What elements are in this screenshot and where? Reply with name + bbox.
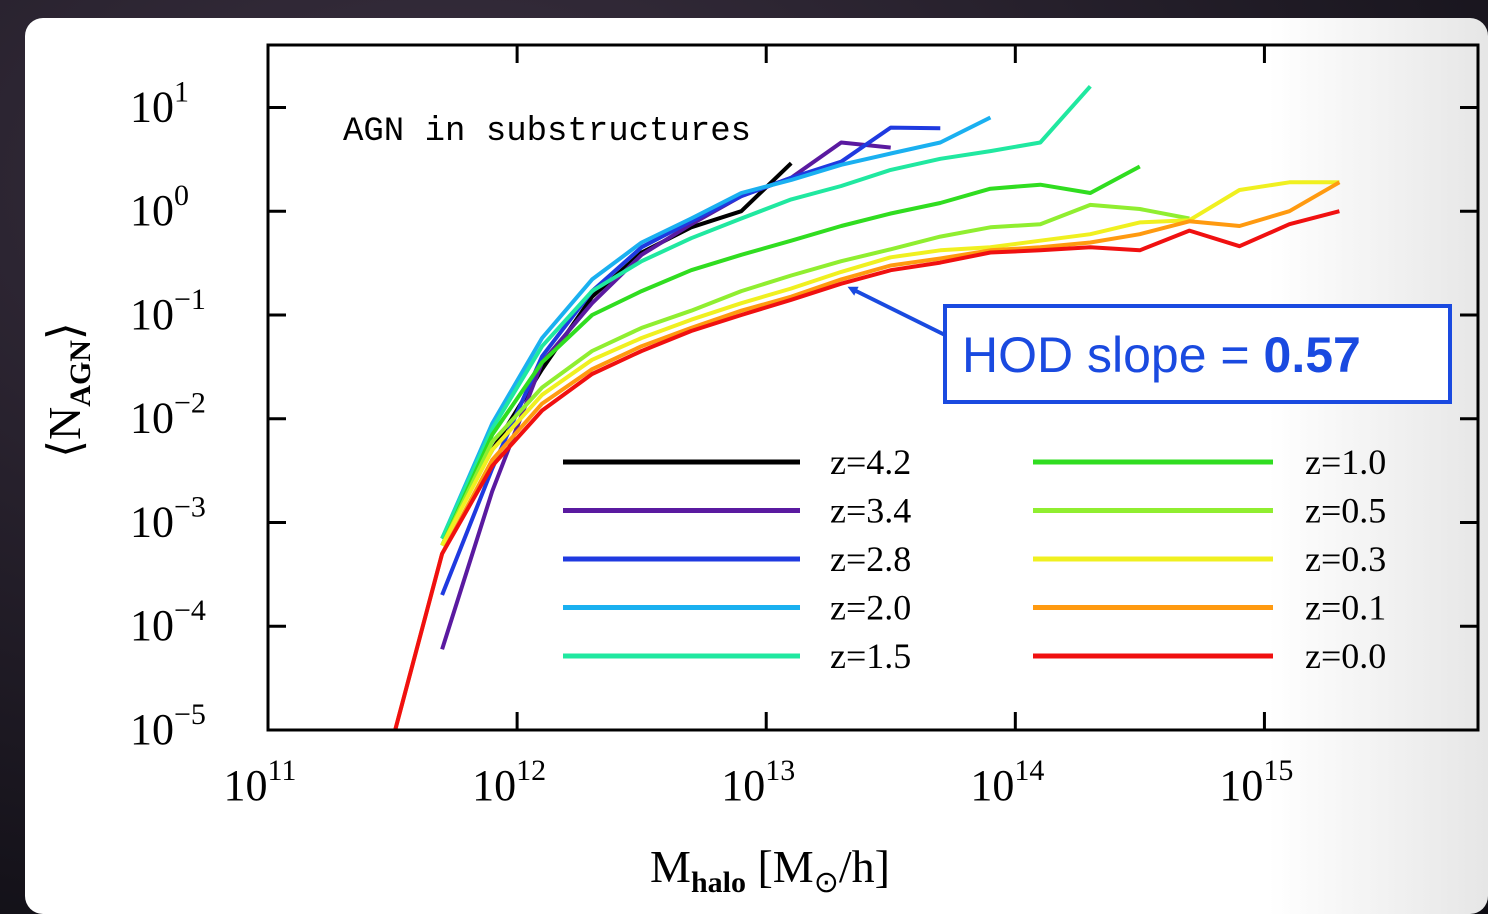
series-line: [440, 164, 1141, 547]
annotation: AGN in substructures: [343, 113, 751, 151]
y-tick-label: 10−1: [130, 283, 206, 339]
x-tick-label: 1013: [721, 754, 795, 810]
x-tick-label: 1011: [224, 754, 297, 810]
y-tick-label: 10−2: [130, 387, 206, 443]
y-tick-label: 10−3: [130, 490, 206, 546]
x-tick-label: 1015: [1219, 754, 1293, 810]
panel: [25, 18, 1488, 914]
x-label-part: /h]: [839, 841, 890, 892]
series-line: [440, 115, 992, 540]
plot-area: [393, 84, 1341, 730]
series-line: [440, 202, 1190, 547]
y-tick-label: 10−4: [130, 594, 206, 650]
x-label-sub: ⊙: [814, 866, 839, 899]
y-tick-base: 10: [130, 601, 174, 650]
legend-label: z=0.1: [1305, 588, 1386, 628]
y-tick-exponent: −3: [174, 490, 206, 523]
y-tick-exponent: −5: [174, 698, 206, 731]
callout-box: [943, 304, 1452, 404]
legend-label: z=0.0: [1305, 636, 1386, 676]
x-tick-base: 10: [1219, 761, 1263, 810]
x-tick-base: 10: [472, 761, 516, 810]
x-tick-base: 10: [970, 761, 1014, 810]
legend-label: z=4.2: [830, 442, 911, 482]
y-label-part: ⟩: [39, 322, 90, 340]
y-tick-exponent: −4: [174, 594, 206, 627]
y-tick-exponent: 0: [174, 179, 189, 212]
series-line: [393, 209, 1340, 730]
x-tick-exponent: 12: [516, 754, 546, 787]
series-group: [393, 84, 1341, 730]
x-tick-base: 10: [224, 761, 268, 810]
x-tick-exponent: 11: [268, 754, 297, 787]
x-label-part: M: [650, 841, 691, 892]
y-axis-label: ⟨NAGN⟩: [39, 322, 97, 458]
y-label-sub: AGN: [64, 340, 97, 407]
legend-label: z=2.0: [830, 588, 911, 628]
callout-text: HOD slope =: [962, 327, 1264, 383]
y-tick-base: 10: [130, 290, 174, 339]
y-tick-base: 10: [130, 705, 174, 754]
legend-label: z=3.4: [830, 491, 911, 531]
y-tick-label: 100: [130, 179, 189, 235]
axes-frame: [266, 43, 1480, 732]
x-tick-exponent: 15: [1263, 754, 1293, 787]
y-tick-label: 10−5: [130, 698, 206, 754]
callout-value: 0.57: [1264, 327, 1361, 383]
legend-label: z=1.5: [830, 636, 911, 676]
y-tick-base: 10: [130, 394, 174, 443]
y-tick-base: 10: [130, 186, 174, 235]
y-tick-exponent: 1: [174, 75, 189, 108]
y-label-part: ⟨N: [39, 407, 90, 458]
x-tick-exponent: 13: [765, 754, 795, 787]
x-tick-exponent: 14: [1014, 754, 1044, 787]
x-axis-label: Mhalo [M⊙/h]: [650, 841, 890, 899]
y-tick-exponent: −1: [174, 283, 206, 316]
x-tick-label: 1012: [472, 754, 546, 810]
x-tick-base: 10: [721, 761, 765, 810]
y-tick-base: 10: [130, 497, 174, 546]
series-line: [440, 84, 1092, 540]
series-line: [393, 180, 1341, 730]
legend-label: z=2.8: [830, 539, 911, 579]
series-line: [440, 140, 891, 650]
callout-arrow: [847, 286, 946, 337]
legend-label: z=0.5: [1305, 491, 1386, 531]
series-line: [440, 125, 941, 596]
y-tick-label: 101: [130, 75, 189, 131]
x-label-part: [M: [746, 841, 814, 892]
x-tick-label: 1014: [970, 754, 1044, 810]
legend-label: z=0.3: [1305, 539, 1386, 579]
legend-label: z=1.0: [1305, 442, 1386, 482]
y-tick-exponent: −2: [174, 387, 206, 420]
x-label-sub: halo: [691, 866, 746, 899]
y-tick-base: 10: [130, 82, 174, 131]
callout: HOD slope = 0.57: [962, 327, 1361, 383]
